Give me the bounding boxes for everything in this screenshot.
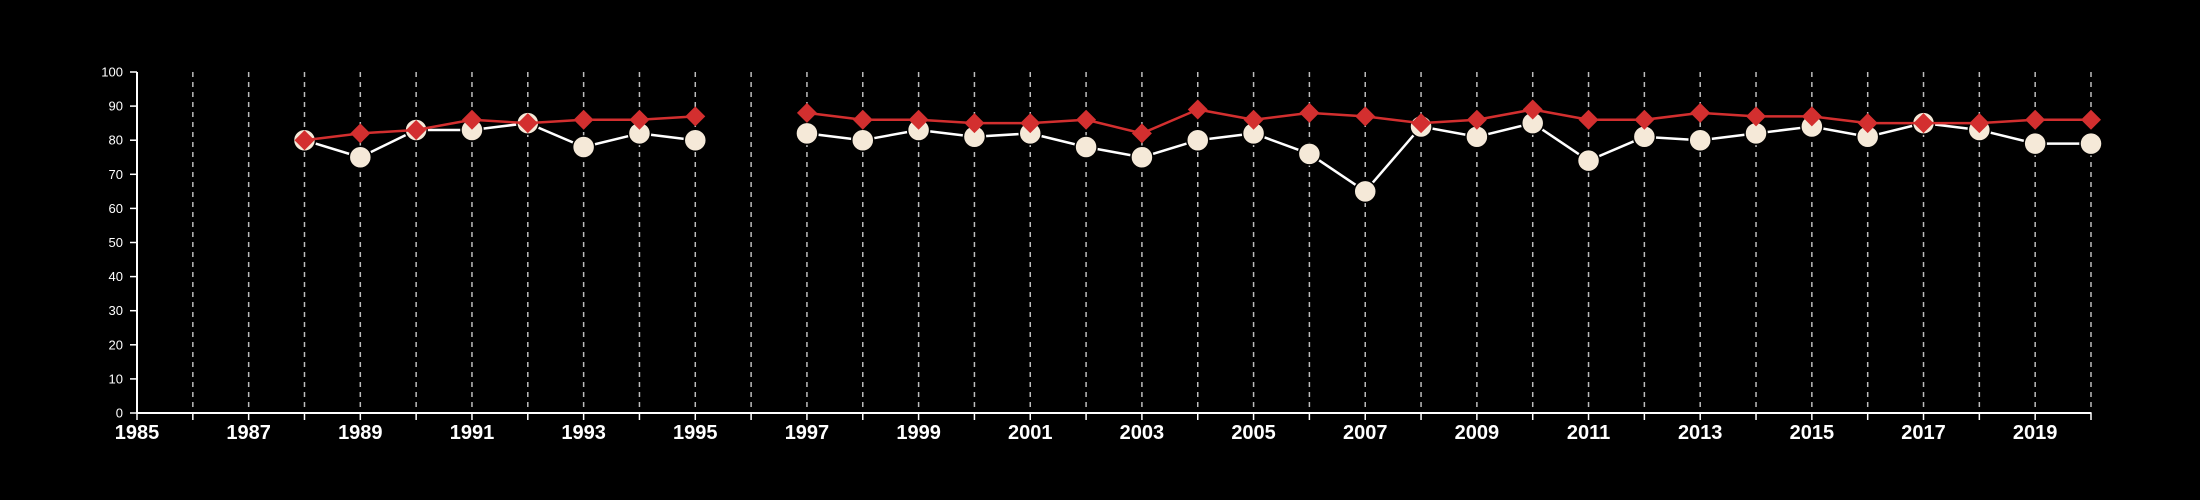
data-point-diamond — [1243, 109, 1264, 130]
series-group — [292, 99, 2103, 204]
x-tick-label: 2001 — [1008, 422, 1053, 444]
data-point-diamond — [406, 119, 427, 140]
data-point-diamond — [1355, 106, 1376, 127]
y-tick-label: 60 — [109, 201, 123, 216]
data-point-diamond — [852, 109, 873, 130]
data-point-circle — [1688, 128, 1712, 152]
data-point-diamond — [2081, 109, 2101, 130]
data-point-circle — [2023, 131, 2047, 156]
x-tick-label: 2003 — [1120, 422, 1165, 444]
x-tick-label: 2013 — [1678, 422, 1723, 444]
data-point-circle — [348, 145, 373, 169]
data-point-diamond — [908, 109, 929, 130]
x-tick-label: 2015 — [1790, 422, 1835, 444]
series-2 — [294, 99, 2101, 151]
y-tick-label: 70 — [109, 167, 123, 182]
data-point-circle — [571, 135, 596, 159]
data-point-diamond — [1020, 113, 1041, 134]
y-tick-label: 30 — [109, 303, 123, 318]
data-point-diamond — [1913, 113, 1934, 134]
data-point-diamond — [1466, 109, 1487, 130]
x-tick-label: 2005 — [1231, 422, 1276, 444]
vertical-grid — [192, 72, 2092, 413]
data-point-circle — [2079, 131, 2103, 156]
data-point-circle — [1353, 179, 1377, 204]
data-point-diamond — [685, 106, 706, 127]
y-tick-label: 100 — [101, 65, 123, 80]
x-tick-label: 2017 — [1901, 422, 1946, 444]
data-point-diamond — [350, 123, 371, 144]
y-tick-label: 80 — [109, 133, 123, 148]
data-point-diamond — [573, 109, 594, 130]
data-point-diamond — [796, 102, 817, 123]
x-tick-label: 1993 — [561, 422, 606, 444]
x-tick-label: 1985 — [115, 422, 160, 444]
data-point-circle — [1297, 142, 1322, 166]
x-tick-label: 1995 — [673, 422, 718, 444]
y-tick-label: 10 — [109, 371, 123, 386]
data-point-circle — [1130, 145, 1154, 169]
data-point-diamond — [1634, 109, 1655, 130]
x-tick-label: 1989 — [338, 422, 383, 444]
data-point-diamond — [629, 109, 650, 130]
x-tick-label: 2009 — [1455, 422, 1500, 444]
data-point-circle — [1576, 148, 1601, 173]
data-point-diamond — [2025, 109, 2046, 130]
y-tick-label: 20 — [109, 337, 123, 352]
data-point-diamond — [1187, 99, 1208, 120]
data-point-diamond — [1299, 102, 1320, 123]
data-point-diamond — [1076, 109, 1097, 130]
x-tick-label: 1999 — [896, 422, 941, 444]
data-point-circle — [851, 128, 875, 152]
data-point-diamond — [1522, 99, 1543, 120]
x-tick-label: 1991 — [450, 422, 495, 444]
y-tick-label: 40 — [109, 269, 123, 284]
data-point-circle — [1074, 135, 1098, 159]
data-point-diamond — [1801, 106, 1822, 127]
axes: 0 10 20 30 40 50 60 70 80 90 100 1985 1987 1989 1991 19… — [101, 65, 2092, 444]
data-point-diamond — [1131, 123, 1152, 144]
data-point-diamond — [1690, 102, 1711, 123]
data-point-diamond — [964, 113, 985, 134]
x-tick-label: 2019 — [2013, 422, 2058, 444]
x-tick-label: 1987 — [226, 422, 271, 444]
data-point-diamond — [517, 113, 538, 134]
y-tick-label: 0 — [116, 406, 123, 421]
series-1 — [292, 111, 2103, 204]
x-tick-label: 2007 — [1343, 422, 1388, 444]
data-point-circle — [795, 121, 819, 146]
x-tick-label: 1997 — [785, 422, 830, 444]
data-point-diamond — [1857, 113, 1878, 134]
data-point-diamond — [294, 130, 315, 151]
data-point-diamond — [1969, 113, 1990, 134]
y-tick-label: 50 — [109, 235, 123, 250]
data-point-diamond — [1746, 106, 1767, 127]
y-tick-label: 90 — [109, 99, 123, 114]
x-tick-label: 2011 — [1567, 422, 1610, 444]
data-point-diamond — [461, 109, 482, 130]
data-point-diamond — [1578, 109, 1599, 130]
data-point-diamond — [1411, 113, 1432, 134]
data-point-circle — [1185, 128, 1210, 152]
data-point-circle — [683, 128, 708, 152]
